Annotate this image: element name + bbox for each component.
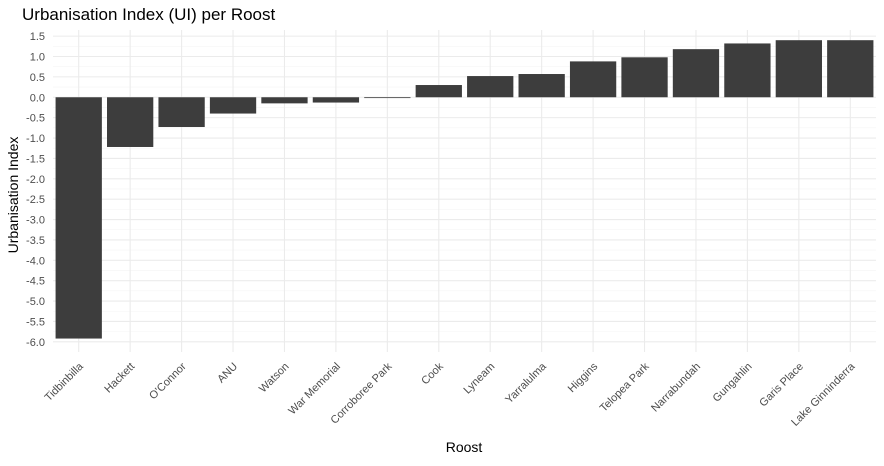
x-tick-label: Narrabundah: [649, 361, 703, 415]
x-tick-label: Lyneam: [461, 361, 497, 397]
bar: [775, 40, 822, 98]
bar: [621, 57, 668, 98]
y-tick-label: -1.0: [26, 133, 45, 145]
bar: [672, 49, 720, 98]
y-axis-label: Urbanisation Index: [5, 137, 21, 254]
bar: [569, 61, 617, 98]
y-tick-label: -1.5: [26, 153, 45, 165]
bar: [261, 97, 308, 104]
x-axis-label: Roost: [446, 439, 483, 455]
bar: [724, 43, 771, 98]
x-tick-label: Telopea Park: [598, 360, 652, 414]
bar: [415, 85, 462, 98]
x-tick-label: O'Connor: [147, 360, 189, 402]
bar: [518, 74, 565, 98]
x-tick-label: Hackett: [102, 361, 137, 396]
bar: [827, 40, 874, 98]
y-tick-label: -6.0: [26, 337, 45, 349]
x-tick-label: Yarralulma: [503, 360, 549, 406]
y-tick-label: -0.5: [26, 113, 45, 125]
y-tick-label: 1.0: [30, 51, 45, 63]
y-tick-label: -4.5: [26, 276, 45, 288]
bar: [364, 97, 411, 99]
y-tick-label: -3.5: [26, 235, 45, 247]
x-tick-label: ANU: [215, 361, 240, 386]
x-tick-label: Cook: [419, 360, 446, 387]
y-tick-label: -2.0: [26, 174, 45, 186]
y-tick-label: 0.5: [30, 72, 45, 84]
y-tick-label: -4.0: [26, 255, 45, 267]
x-tick-label: Watson: [257, 361, 292, 396]
bar: [158, 97, 205, 128]
y-tick-label: 0.0: [30, 92, 45, 104]
x-tick-label: Tidbinbilla: [43, 360, 87, 404]
bar: [107, 97, 154, 147]
y-tick-label: -2.5: [26, 194, 45, 206]
x-tick-label: Gungahlin: [711, 361, 755, 405]
y-tick-label: -5.5: [26, 316, 45, 328]
y-tick-label: 1.5: [30, 31, 45, 43]
x-tick-label: Garis Place: [757, 361, 806, 410]
bar: [55, 97, 102, 339]
y-tick-label: -3.0: [26, 215, 45, 227]
bar: [312, 97, 360, 103]
bar: [209, 97, 257, 114]
y-axis-ticks: -6.0 -5.5 -5.0 -4.5 -4.0 -3.5 -3.0 -2.5 -2.0 -1.5…: [26, 31, 45, 349]
x-tick-label: Higgins: [566, 360, 601, 395]
bar: [467, 76, 514, 98]
x-tick-label: War Memorial: [286, 361, 343, 418]
y-tick-label: -5.0: [26, 296, 45, 308]
chart-title: Urbanisation Index (UI) per Roost: [22, 5, 276, 24]
bars: [55, 40, 874, 339]
